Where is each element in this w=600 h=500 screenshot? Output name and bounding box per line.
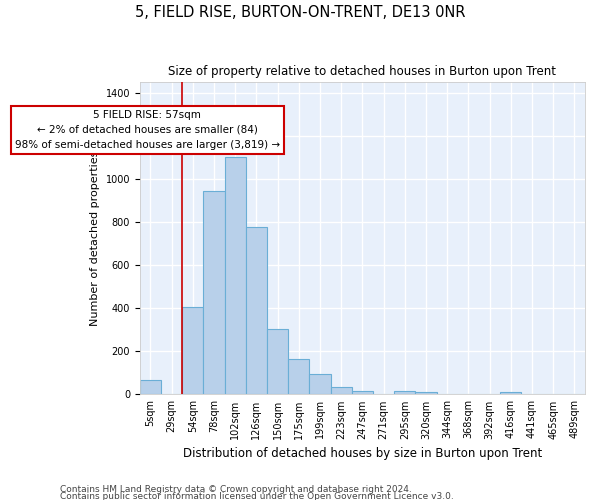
Bar xyxy=(415,392,437,394)
Bar xyxy=(310,374,331,394)
Text: Contains public sector information licensed under the Open Government Licence v3: Contains public sector information licen… xyxy=(60,492,454,500)
X-axis label: Distribution of detached houses by size in Burton upon Trent: Distribution of detached houses by size … xyxy=(183,447,542,460)
Text: 5 FIELD RISE: 57sqm
← 2% of detached houses are smaller (84)
98% of semi-detache: 5 FIELD RISE: 57sqm ← 2% of detached hou… xyxy=(14,110,280,150)
Bar xyxy=(140,380,161,394)
Bar xyxy=(288,359,310,394)
Text: Contains HM Land Registry data © Crown copyright and database right 2024.: Contains HM Land Registry data © Crown c… xyxy=(60,486,412,494)
Bar xyxy=(224,158,246,394)
Y-axis label: Number of detached properties: Number of detached properties xyxy=(90,150,100,326)
Bar xyxy=(352,391,373,394)
Bar xyxy=(331,387,352,394)
Bar xyxy=(246,228,267,394)
Text: 5, FIELD RISE, BURTON-ON-TRENT, DE13 0NR: 5, FIELD RISE, BURTON-ON-TRENT, DE13 0NR xyxy=(135,5,465,20)
Bar xyxy=(203,191,224,394)
Bar xyxy=(394,390,415,394)
Bar xyxy=(267,328,288,394)
Bar xyxy=(182,306,203,394)
Bar xyxy=(500,392,521,394)
Title: Size of property relative to detached houses in Burton upon Trent: Size of property relative to detached ho… xyxy=(169,65,556,78)
